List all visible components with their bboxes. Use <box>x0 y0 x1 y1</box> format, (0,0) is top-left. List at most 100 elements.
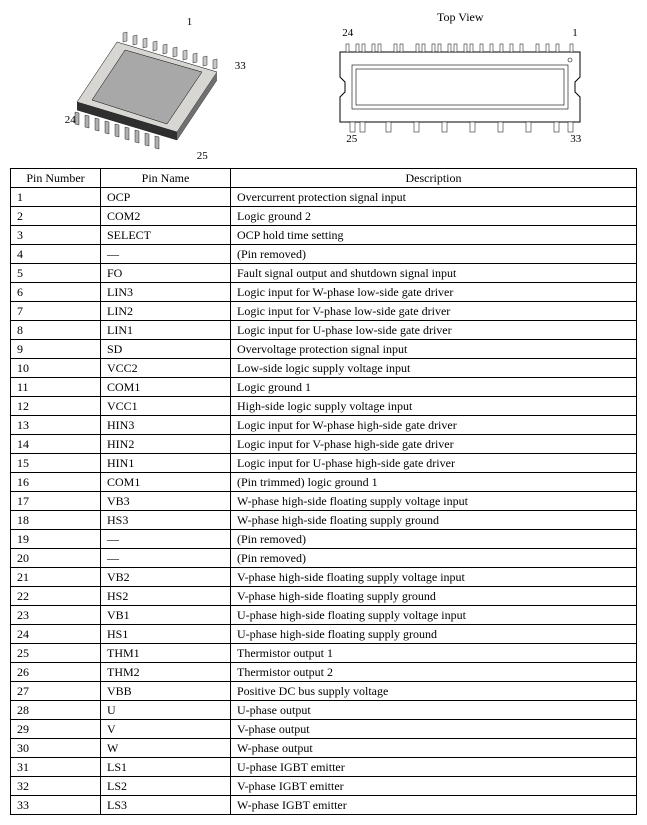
cell-description: W-phase high-side floating supply voltag… <box>231 492 637 511</box>
top-view-diagram: 24 1 25 33 <box>320 27 600 147</box>
cell-pin-name: OCP <box>101 188 231 207</box>
cell-pin-number: 15 <box>11 454 101 473</box>
iso-label-33: 33 <box>235 60 246 72</box>
top-label-33: 33 <box>570 133 581 145</box>
cell-pin-name: LS1 <box>101 758 231 777</box>
cell-pin-name: W <box>101 739 231 758</box>
top-view-title: Top View <box>320 10 600 25</box>
cell-pin-name: COM1 <box>101 378 231 397</box>
table-row: 25THM1Thermistor output 1 <box>11 644 637 663</box>
header-description: Description <box>231 169 637 188</box>
table-row: 7LIN2Logic input for V-phase low-side ga… <box>11 302 637 321</box>
cell-pin-number: 23 <box>11 606 101 625</box>
figure-section: 1 24 25 33 Top View <box>10 10 637 160</box>
cell-description: U-phase IGBT emitter <box>231 758 637 777</box>
cell-pin-number: 16 <box>11 473 101 492</box>
cell-pin-number: 32 <box>11 777 101 796</box>
cell-pin-name: HIN2 <box>101 435 231 454</box>
cell-pin-name: HIN1 <box>101 454 231 473</box>
table-row: 8LIN1Logic input for U-phase low-side ga… <box>11 321 637 340</box>
cell-description: (Pin removed) <box>231 245 637 264</box>
cell-description: (Pin trimmed) logic ground 1 <box>231 473 637 492</box>
cell-description: High-side logic supply voltage input <box>231 397 637 416</box>
cell-pin-number: 21 <box>11 568 101 587</box>
cell-pin-name: VB1 <box>101 606 231 625</box>
cell-pin-name: — <box>101 245 231 264</box>
cell-description: Logic input for U-phase high-side gate d… <box>231 454 637 473</box>
cell-pin-name: VB3 <box>101 492 231 511</box>
cell-description: V-phase high-side floating supply voltag… <box>231 568 637 587</box>
cell-pin-number: 2 <box>11 207 101 226</box>
table-row: 21VB2V-phase high-side floating supply v… <box>11 568 637 587</box>
cell-pin-name: SD <box>101 340 231 359</box>
table-row: 22HS2V-phase high-side floating supply g… <box>11 587 637 606</box>
table-row: 23VB1U-phase high-side floating supply v… <box>11 606 637 625</box>
table-row: 6LIN3Logic input for W-phase low-side ga… <box>11 283 637 302</box>
table-header-row: Pin Number Pin Name Description <box>11 169 637 188</box>
cell-description: W-phase output <box>231 739 637 758</box>
cell-pin-number: 1 <box>11 188 101 207</box>
cell-pin-number: 9 <box>11 340 101 359</box>
cell-pin-number: 22 <box>11 587 101 606</box>
top-label-25: 25 <box>346 133 357 145</box>
cell-pin-number: 33 <box>11 796 101 815</box>
cell-pin-name: THM2 <box>101 663 231 682</box>
cell-pin-number: 19 <box>11 530 101 549</box>
table-row: 17VB3W-phase high-side floating supply v… <box>11 492 637 511</box>
table-row: 1OCPOvercurrent protection signal input <box>11 188 637 207</box>
table-row: 27VBBPositive DC bus supply voltage <box>11 682 637 701</box>
cell-pin-name: HS2 <box>101 587 231 606</box>
cell-pin-number: 8 <box>11 321 101 340</box>
cell-pin-name: HIN3 <box>101 416 231 435</box>
cell-description: OCP hold time setting <box>231 226 637 245</box>
cell-description: (Pin removed) <box>231 530 637 549</box>
cell-description: W-phase IGBT emitter <box>231 796 637 815</box>
cell-description: U-phase output <box>231 701 637 720</box>
cell-pin-number: 4 <box>11 245 101 264</box>
cell-description: Logic input for W-phase high-side gate d… <box>231 416 637 435</box>
cell-pin-name: VCC2 <box>101 359 231 378</box>
cell-description: Overcurrent protection signal input <box>231 188 637 207</box>
table-row: 10VCC2Low-side logic supply voltage inpu… <box>11 359 637 378</box>
cell-description: Logic input for W-phase low-side gate dr… <box>231 283 637 302</box>
cell-pin-name: — <box>101 549 231 568</box>
cell-description: U-phase high-side floating supply voltag… <box>231 606 637 625</box>
table-row: 18HS3W-phase high-side floating supply g… <box>11 511 637 530</box>
table-row: 14HIN2Logic input for V-phase high-side … <box>11 435 637 454</box>
top-label-24: 24 <box>342 27 353 39</box>
cell-pin-number: 18 <box>11 511 101 530</box>
cell-description: Logic input for V-phase high-side gate d… <box>231 435 637 454</box>
cell-pin-number: 13 <box>11 416 101 435</box>
table-row: 15HIN1Logic input for U-phase high-side … <box>11 454 637 473</box>
cell-pin-number: 31 <box>11 758 101 777</box>
cell-pin-number: 24 <box>11 625 101 644</box>
cell-pin-name: LIN2 <box>101 302 231 321</box>
cell-pin-number: 26 <box>11 663 101 682</box>
cell-pin-number: 30 <box>11 739 101 758</box>
cell-pin-number: 14 <box>11 435 101 454</box>
table-row: 33LS3W-phase IGBT emitter <box>11 796 637 815</box>
cell-pin-name: FO <box>101 264 231 283</box>
cell-description: Logic input for V-phase low-side gate dr… <box>231 302 637 321</box>
cell-pin-name: LIN3 <box>101 283 231 302</box>
cell-pin-number: 11 <box>11 378 101 397</box>
cell-description: (Pin removed) <box>231 549 637 568</box>
cell-pin-name: LS3 <box>101 796 231 815</box>
table-row: 4—(Pin removed) <box>11 245 637 264</box>
cell-pin-number: 20 <box>11 549 101 568</box>
cell-pin-number: 12 <box>11 397 101 416</box>
header-pin-name: Pin Name <box>101 169 231 188</box>
cell-pin-number: 10 <box>11 359 101 378</box>
cell-pin-number: 17 <box>11 492 101 511</box>
cell-description: V-phase output <box>231 720 637 739</box>
table-row: 31LS1U-phase IGBT emitter <box>11 758 637 777</box>
cell-pin-name: V <box>101 720 231 739</box>
cell-pin-name: SELECT <box>101 226 231 245</box>
header-pin-number: Pin Number <box>11 169 101 188</box>
pin-description-table: Pin Number Pin Name Description 1OCPOver… <box>10 168 637 815</box>
top-label-1: 1 <box>572 27 578 39</box>
table-row: 5FOFault signal output and shutdown sign… <box>11 264 637 283</box>
cell-description: V-phase IGBT emitter <box>231 777 637 796</box>
table-row: 32LS2V-phase IGBT emitter <box>11 777 637 796</box>
cell-pin-number: 6 <box>11 283 101 302</box>
